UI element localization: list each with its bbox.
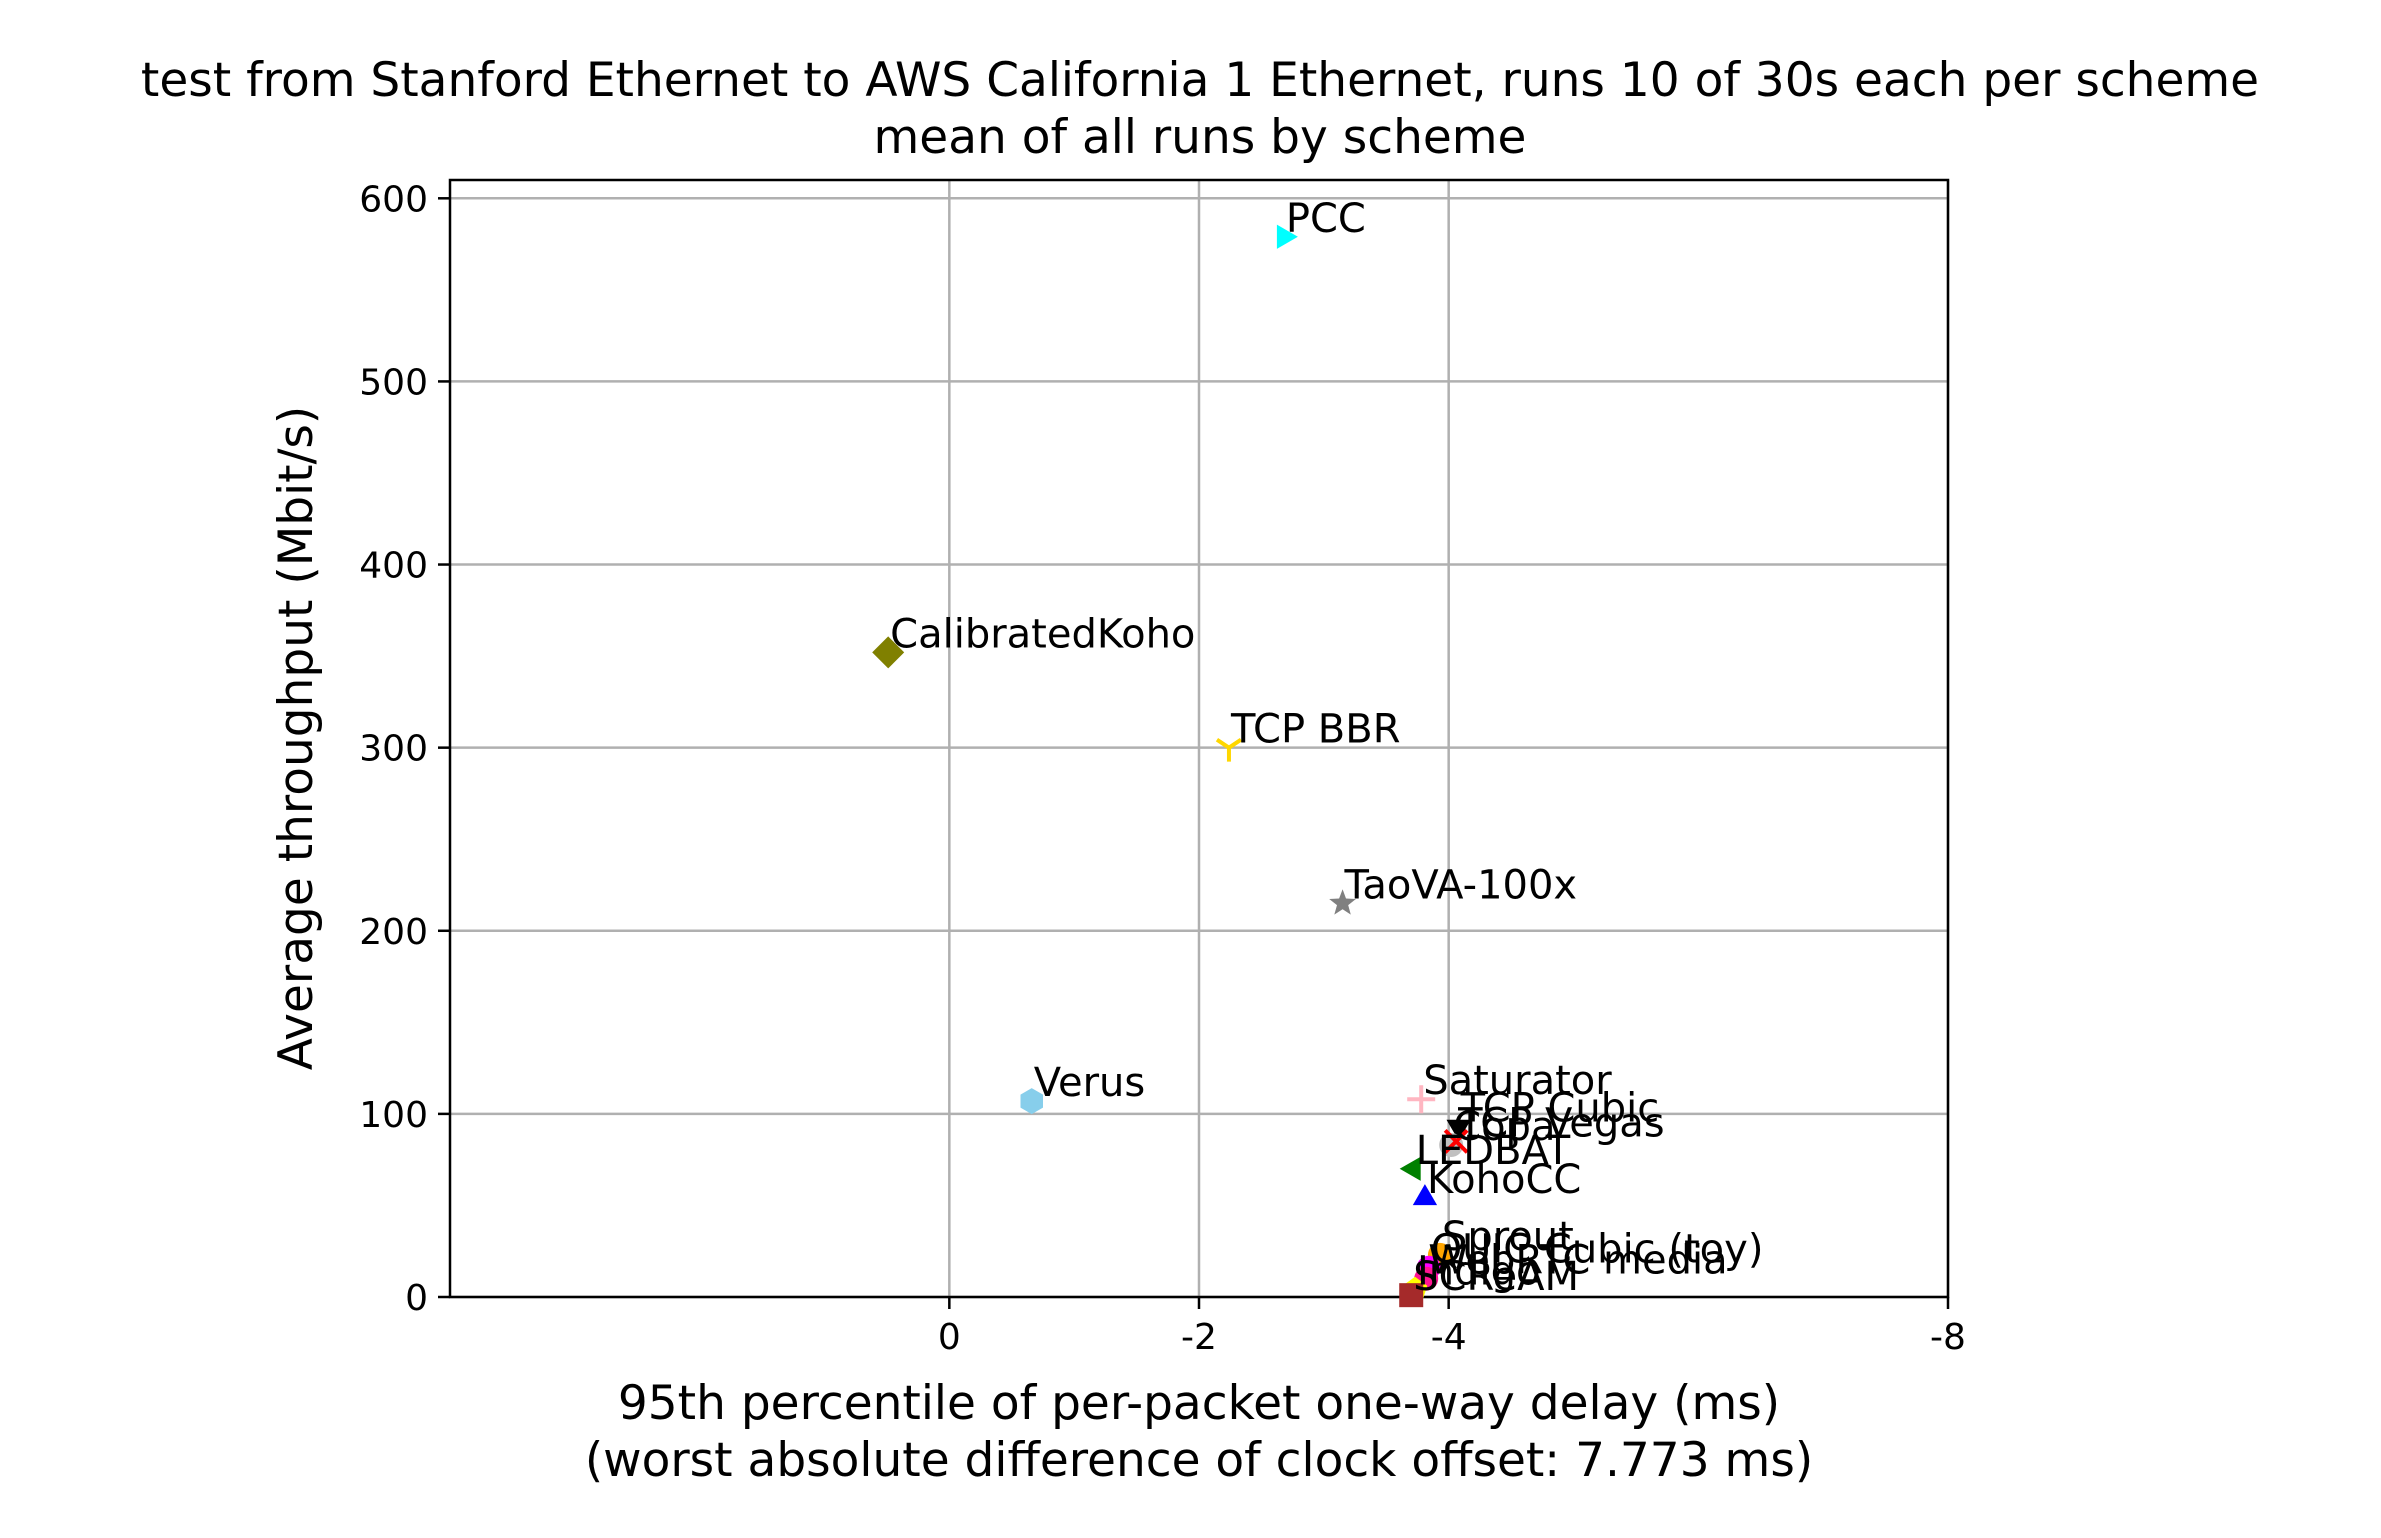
point-ledbat bbox=[1399, 1156, 1421, 1181]
data-labels: PCC CalibratedKoho TCP BBR TaoVA-100x Verus S… bbox=[890, 196, 1763, 1300]
point-label-verus: Verus bbox=[1034, 1060, 1146, 1106]
point-label-sprout: Sprout bbox=[1442, 1214, 1574, 1260]
point-label-webrtc-media: WebRTC media bbox=[1428, 1238, 1727, 1284]
y-tick-label: 0 bbox=[405, 1278, 428, 1319]
point-label-kohocc: KohoCC bbox=[1427, 1157, 1581, 1203]
grid bbox=[450, 180, 1950, 1299]
point-label-copa: Copa bbox=[1453, 1104, 1555, 1150]
point-tcp-bbr bbox=[1215, 737, 1243, 762]
point-kohocc bbox=[1412, 1184, 1438, 1206]
point-label-tcp-bbr: TCP BBR bbox=[1230, 707, 1401, 753]
data-points bbox=[872, 224, 1471, 1308]
y-tick-label: 300 bbox=[359, 729, 428, 770]
point-label-indigo: Indigo bbox=[1417, 1249, 1541, 1295]
point-label-quic-cubic-toy: QUIC Cubic (toy) bbox=[1431, 1227, 1764, 1273]
point-saturator bbox=[1407, 1085, 1436, 1114]
point-taova-100x bbox=[1329, 889, 1356, 915]
y-tick-label: 400 bbox=[359, 546, 428, 587]
chart-title: test from Stanford Ethernet to AWS Calif… bbox=[141, 53, 2259, 108]
point-scream bbox=[1399, 1283, 1424, 1308]
point-tcp-cubic bbox=[1446, 1119, 1471, 1141]
axis-ticks: 0 -2 -4 -8 0 100 200 300 400 500 600 bbox=[359, 179, 1966, 1358]
point-tcp-vegas bbox=[1443, 1128, 1469, 1154]
chart-subtitle: mean of all runs by scheme bbox=[874, 110, 1527, 165]
point-label-scream: SCReAM bbox=[1413, 1254, 1579, 1300]
y-axis-label: Average throughput (Mbit/s) bbox=[269, 406, 324, 1070]
y-tick-label: 600 bbox=[359, 179, 428, 220]
x-axis-sublabel: (worst absolute difference of clock offs… bbox=[585, 1433, 1813, 1488]
point-verus bbox=[1020, 1088, 1043, 1115]
point-label-ledbat: LEDBAT bbox=[1416, 1128, 1571, 1174]
y-tick-label: 500 bbox=[359, 362, 428, 403]
y-tick-label: 200 bbox=[359, 912, 428, 953]
x-tick-label: -4 bbox=[1431, 1317, 1467, 1358]
x-tick-label: -2 bbox=[1181, 1317, 1217, 1358]
point-label-calibratedkoho: CalibratedKoho bbox=[890, 611, 1195, 657]
y-tick-label: 100 bbox=[359, 1095, 428, 1136]
point-calibratedkoho bbox=[872, 636, 905, 669]
x-tick-label: 0 bbox=[938, 1317, 961, 1358]
point-label-pcc: PCC bbox=[1286, 196, 1366, 242]
point-label-tcp-vegas: TCP Vegas bbox=[1457, 1100, 1664, 1146]
point-pcc bbox=[1276, 224, 1298, 249]
x-axis-label: 95th percentile of per-packet one-way de… bbox=[618, 1376, 1780, 1431]
point-label-taova-100x: TaoVA-100x bbox=[1344, 862, 1578, 908]
x-tick-label: -8 bbox=[1930, 1317, 1966, 1358]
point-label-tcp-cubic: TCP Cubic bbox=[1460, 1086, 1660, 1132]
point-label-saturator: Saturator bbox=[1423, 1058, 1612, 1104]
